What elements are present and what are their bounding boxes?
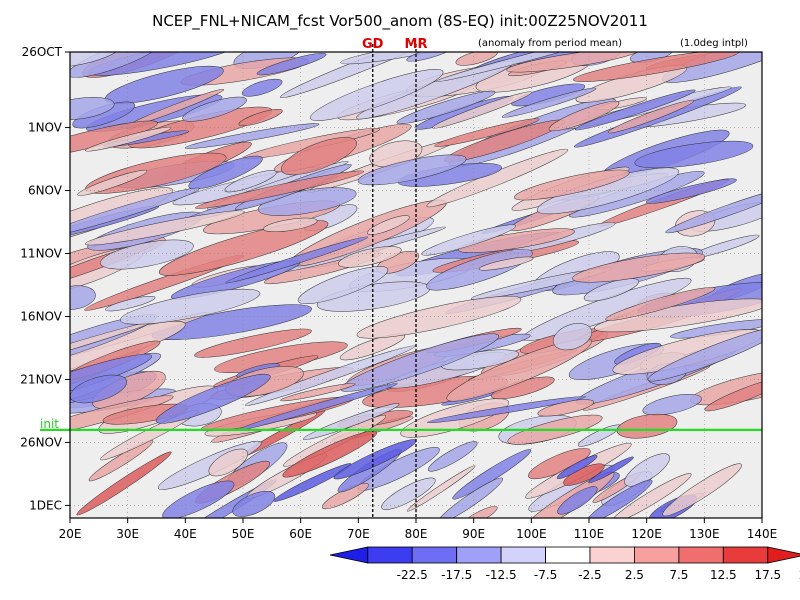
- colorbar-arrow-high: [767, 546, 800, 564]
- init-label: init: [40, 417, 59, 431]
- x-tick-label: 140E: [747, 527, 778, 541]
- colorbar-bin: [456, 546, 502, 564]
- colorbar-bin: [589, 546, 635, 564]
- axes: GD MR init 20E 30E 40E 50E 60E 70E 80E 90E 100E 110E…: [20, 37, 777, 541]
- colorbar-bin: [411, 546, 458, 564]
- colorbar-label: -12.5: [486, 568, 517, 582]
- x-tick-label: 110E: [574, 527, 605, 541]
- grid-lines: [70, 52, 762, 518]
- reference-label-gd: GD: [362, 37, 384, 52]
- y-tick-label: 21NOV: [20, 372, 62, 386]
- x-tick-label: 100E: [516, 527, 547, 541]
- reference-label-mr: MR: [405, 37, 428, 52]
- y-tick-label: 26NOV: [20, 435, 62, 449]
- y-tick-label: 16NOV: [20, 309, 62, 323]
- y-tick-label: 1DEC: [29, 498, 62, 512]
- colorbar-label: 7.5: [669, 568, 688, 582]
- subtitle-left: (anomaly from period mean): [478, 38, 622, 49]
- colorbar-label: -2.5: [578, 568, 601, 582]
- colorbar-label: 12.5: [710, 568, 737, 582]
- chart-title: NCEP_FNL+NICAM_fcst Vor500_anom (8S-EQ) …: [152, 12, 648, 31]
- x-tick-label: 80E: [405, 527, 428, 541]
- plot-area: [70, 52, 762, 518]
- colorbar-label: 22.5: [799, 568, 800, 582]
- x-tick-label: 30E: [116, 527, 139, 541]
- colorbar-bin: [500, 546, 546, 564]
- colorbar-label: -7.5: [534, 568, 557, 582]
- x-tick-label: 120E: [631, 527, 662, 541]
- y-tick-label: 26OCT: [22, 45, 63, 59]
- colorbar-bin: [545, 546, 591, 564]
- x-tick-label: 40E: [174, 527, 197, 541]
- y-tick-label: 6NOV: [28, 184, 63, 198]
- colorbar-bin: [678, 546, 724, 564]
- x-tick-label: 50E: [232, 527, 255, 541]
- x-tick-label: 90E: [462, 527, 485, 541]
- x-tick-label: 130E: [689, 527, 720, 541]
- colorbar: -22.5 -17.5 -12.5 -7.5 -2.5 2.5 7.5 12.5 17.5 22.…: [329, 546, 800, 582]
- x-tick-label: 70E: [347, 527, 370, 541]
- colorbar-arrow-low: [329, 546, 369, 564]
- colorbar-bin: [367, 546, 413, 564]
- colorbar-bin: [634, 546, 680, 564]
- colorbar-label: 2.5: [625, 568, 644, 582]
- colorbar-bin: [722, 546, 769, 564]
- colorbar-label: -17.5: [441, 568, 472, 582]
- y-tick-label: 11NOV: [20, 247, 62, 261]
- x-tick-label: 20E: [59, 527, 82, 541]
- y-tick-label: 1NOV: [28, 121, 63, 135]
- x-tick-label: 60E: [289, 527, 312, 541]
- colorbar-label: -22.5: [397, 568, 428, 582]
- subtitle-right: (1.0deg intpl): [680, 38, 748, 49]
- colorbar-label: 17.5: [754, 568, 781, 582]
